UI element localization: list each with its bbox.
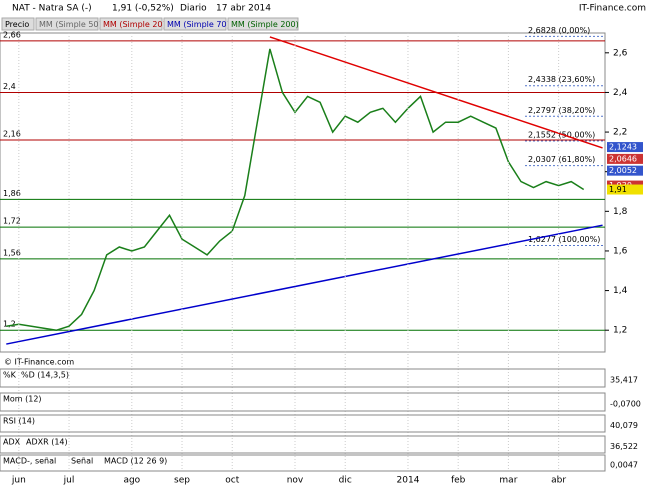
indicator-panel [0,414,606,433]
indicator-panel [0,368,606,388]
y-tick-label: 1,4 [613,286,628,296]
legend-box [35,17,99,31]
y-tick-label: 2,4 [613,88,628,98]
x-tick-label: mar [499,476,517,486]
indicator-panel [0,435,606,454]
level-label: 1,72 [3,217,21,226]
y-tick-label: 1,6 [613,246,628,256]
x-tick-label: oct [225,476,239,486]
fib-label: 2,6828 (0,00%) [528,26,590,35]
indicator-label: Mom (12) [3,395,42,404]
fib-label: 2,4338 (23,60%) [528,75,595,84]
indicator-label: %K [3,371,17,380]
y-tick-label: 2,6 [613,48,628,58]
indicator-value: -0,0700 [610,400,641,409]
legend-item: MM (Simple 50) [39,20,102,29]
level-label: 2,4 [3,82,16,91]
trend-line [269,36,603,149]
legend-box [99,17,163,31]
y-tick-label: 1,8 [613,207,628,217]
price-tag-label: 2,1243 [609,143,637,152]
brand: IT-Finance.com [579,4,646,14]
indicator-label: Señal [71,457,93,466]
x-tick-label: feb [451,476,466,486]
period: Diario [180,4,207,14]
price-tag [607,165,643,176]
x-tick-label: sep [174,476,190,486]
fib-label: 1,6277 (100,00%) [528,235,600,244]
indicator-value: 36,522 [610,442,638,451]
fib-label: 2,0307 (61,80%) [528,155,595,164]
level-label: 2,16 [3,129,21,138]
indicator-panel [0,392,606,412]
legend-box [1,17,35,31]
indicator-label: MACD (12 26 9) [104,457,167,466]
level-label: 2,66 [3,30,21,39]
price-tag-label: 2,0646 [609,154,637,163]
legend-item: Precio [5,20,29,29]
x-tick-label: 2014 [397,476,420,486]
date: 17 abr 2014 [216,4,271,14]
indicator-value: 40,079 [610,421,638,430]
fib-label: 2,2797 (38,20%) [528,106,595,115]
x-tick-label: nov [287,476,304,486]
x-tick-label: jun [11,476,26,486]
price-tag-label: 1,91 [609,185,627,194]
indicator-value: 0,0047 [610,461,638,470]
price-line [6,48,585,331]
indicator-label: ADXR (14) [26,438,68,447]
quote: 1,91 (-0,52%) [112,4,174,14]
legend-item: MM (Simple 20) [103,20,166,29]
price-tag [607,142,643,153]
indicator-label: ADX [3,438,21,447]
indicator-panel [0,454,606,472]
x-tick-label: dic [339,476,352,486]
indicator-label: MACD-, señal [3,457,56,466]
x-tick-label: jul [63,476,75,486]
price-tag-label: 2,0052 [609,166,637,175]
plot-frame [0,32,606,353]
y-tick-label: 2,2 [613,128,627,138]
x-tick-label: ago [123,476,140,486]
indicator-value: 35,417 [610,376,638,385]
indicator-label: %D (14,3,5) [21,371,69,380]
price-tag [607,184,643,195]
legend-box [163,17,227,31]
copyright: © IT-Finance.com [4,358,74,367]
trend-line [6,224,603,345]
price-tag [607,153,643,164]
legend-item: MM (Simple 70) [167,20,230,29]
y-tick-label: 1,2 [613,326,627,336]
legend-box [227,17,299,31]
level-label: 1,56 [3,248,21,257]
title: NAT - Natra SA (-) [12,4,92,14]
x-tick-label: abr [551,476,566,486]
legend-item: MM (Simple 200) [231,20,299,29]
level-label: 1,2 [3,320,16,329]
level-label: 1,86 [3,189,21,198]
indicator-label: RSI (14) [3,417,35,426]
